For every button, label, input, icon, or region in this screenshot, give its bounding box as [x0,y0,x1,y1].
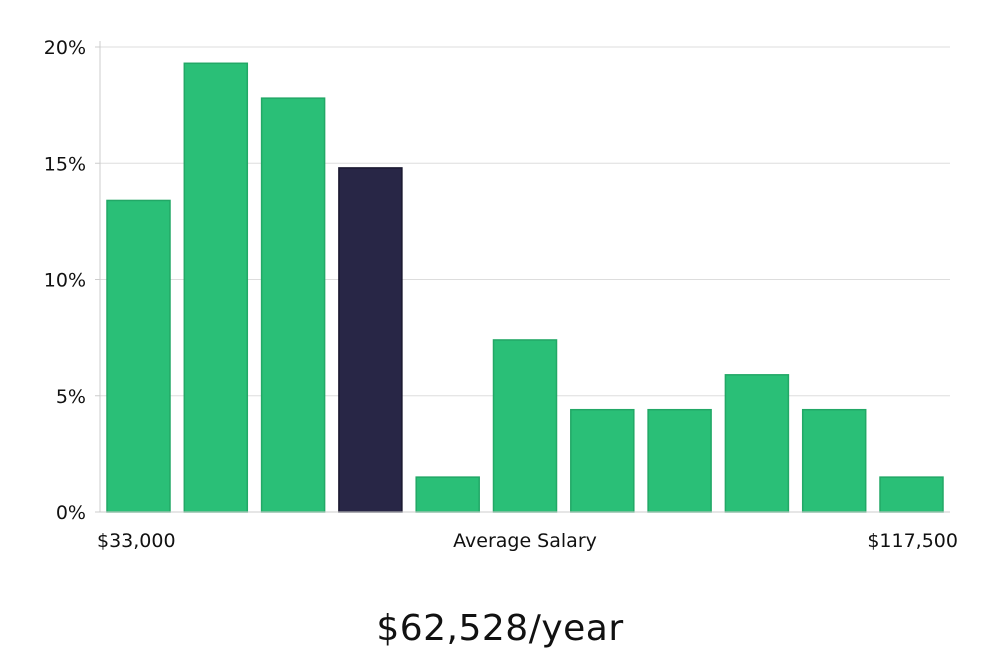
bars-layer [106,62,944,513]
x-min-label: $33,000 [97,530,176,552]
y-tick-label: 5% [56,386,86,408]
bar [724,374,790,513]
x-max-label: $117,500 [867,530,958,552]
bar [260,97,326,513]
bar [879,476,944,513]
labels-layer: 0% 5% 10% 15% 20% $33,000 Average Salary $117,5… [44,37,958,552]
bar-highlighted [338,167,403,513]
bar [801,408,867,513]
bar [106,199,171,513]
x-axis-title: Average Salary [453,530,597,552]
bar [647,408,712,513]
bar [570,408,635,513]
axis-layer [95,41,950,513]
y-tick-label: 10% [44,270,86,292]
bar [492,339,558,513]
average-salary-value: $62,528/year [376,608,624,649]
histogram-svg: 0% 5% 10% 15% 20% $33,000 Average Salary $117,5… [44,37,958,552]
salary-histogram: 0% 5% 10% 15% 20% $33,000 Average Salary $117,5… [44,37,958,552]
bar [183,62,249,513]
bar [415,476,480,513]
y-tick-label: 0% [56,502,86,524]
y-tick-label: 20% [44,37,86,59]
y-tick-label: 15% [44,153,86,175]
